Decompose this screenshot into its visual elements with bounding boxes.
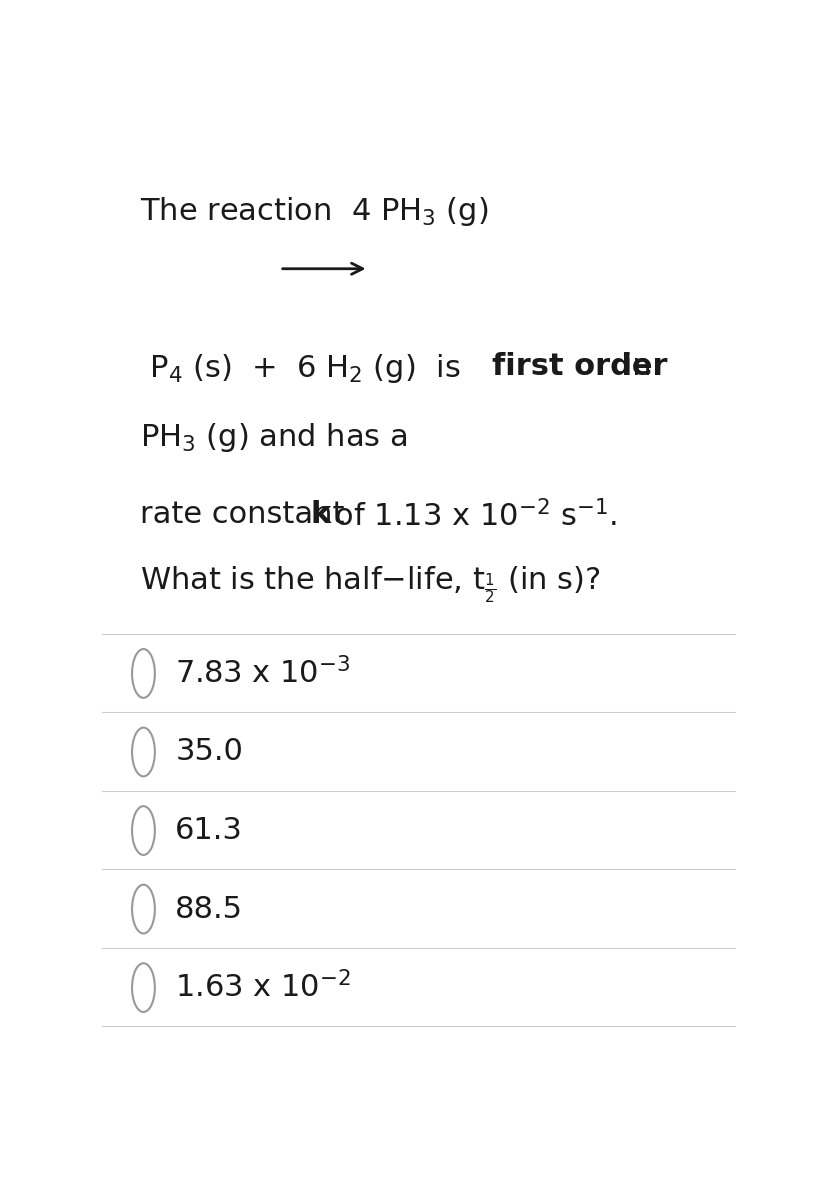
Text: of 1.13 x 10$^{-2}$ s$^{-1}$.: of 1.13 x 10$^{-2}$ s$^{-1}$.	[325, 499, 617, 533]
Text: 35.0: 35.0	[175, 738, 243, 767]
Text: 7.83 x 10$^{-3}$: 7.83 x 10$^{-3}$	[175, 658, 351, 690]
Text: PH$_3$ (g) and has a: PH$_3$ (g) and has a	[141, 421, 407, 454]
Text: first order: first order	[492, 352, 667, 380]
Text: What is the half$-$life, t$_{\frac{1}{2}}$ (in s)?: What is the half$-$life, t$_{\frac{1}{2}…	[141, 564, 601, 605]
Text: 61.3: 61.3	[175, 816, 243, 845]
Text: 1.63 x 10$^{-2}$: 1.63 x 10$^{-2}$	[175, 971, 351, 1004]
Text: rate constant: rate constant	[141, 499, 354, 529]
Text: P$_4$ (s)  +  6 H$_2$ (g)  is: P$_4$ (s) + 6 H$_2$ (g) is	[141, 352, 462, 385]
Text: 88.5: 88.5	[175, 894, 243, 924]
Text: k: k	[310, 499, 330, 529]
Text: in: in	[614, 352, 652, 380]
Text: The reaction  4 PH$_3$ (g): The reaction 4 PH$_3$ (g)	[141, 194, 489, 228]
